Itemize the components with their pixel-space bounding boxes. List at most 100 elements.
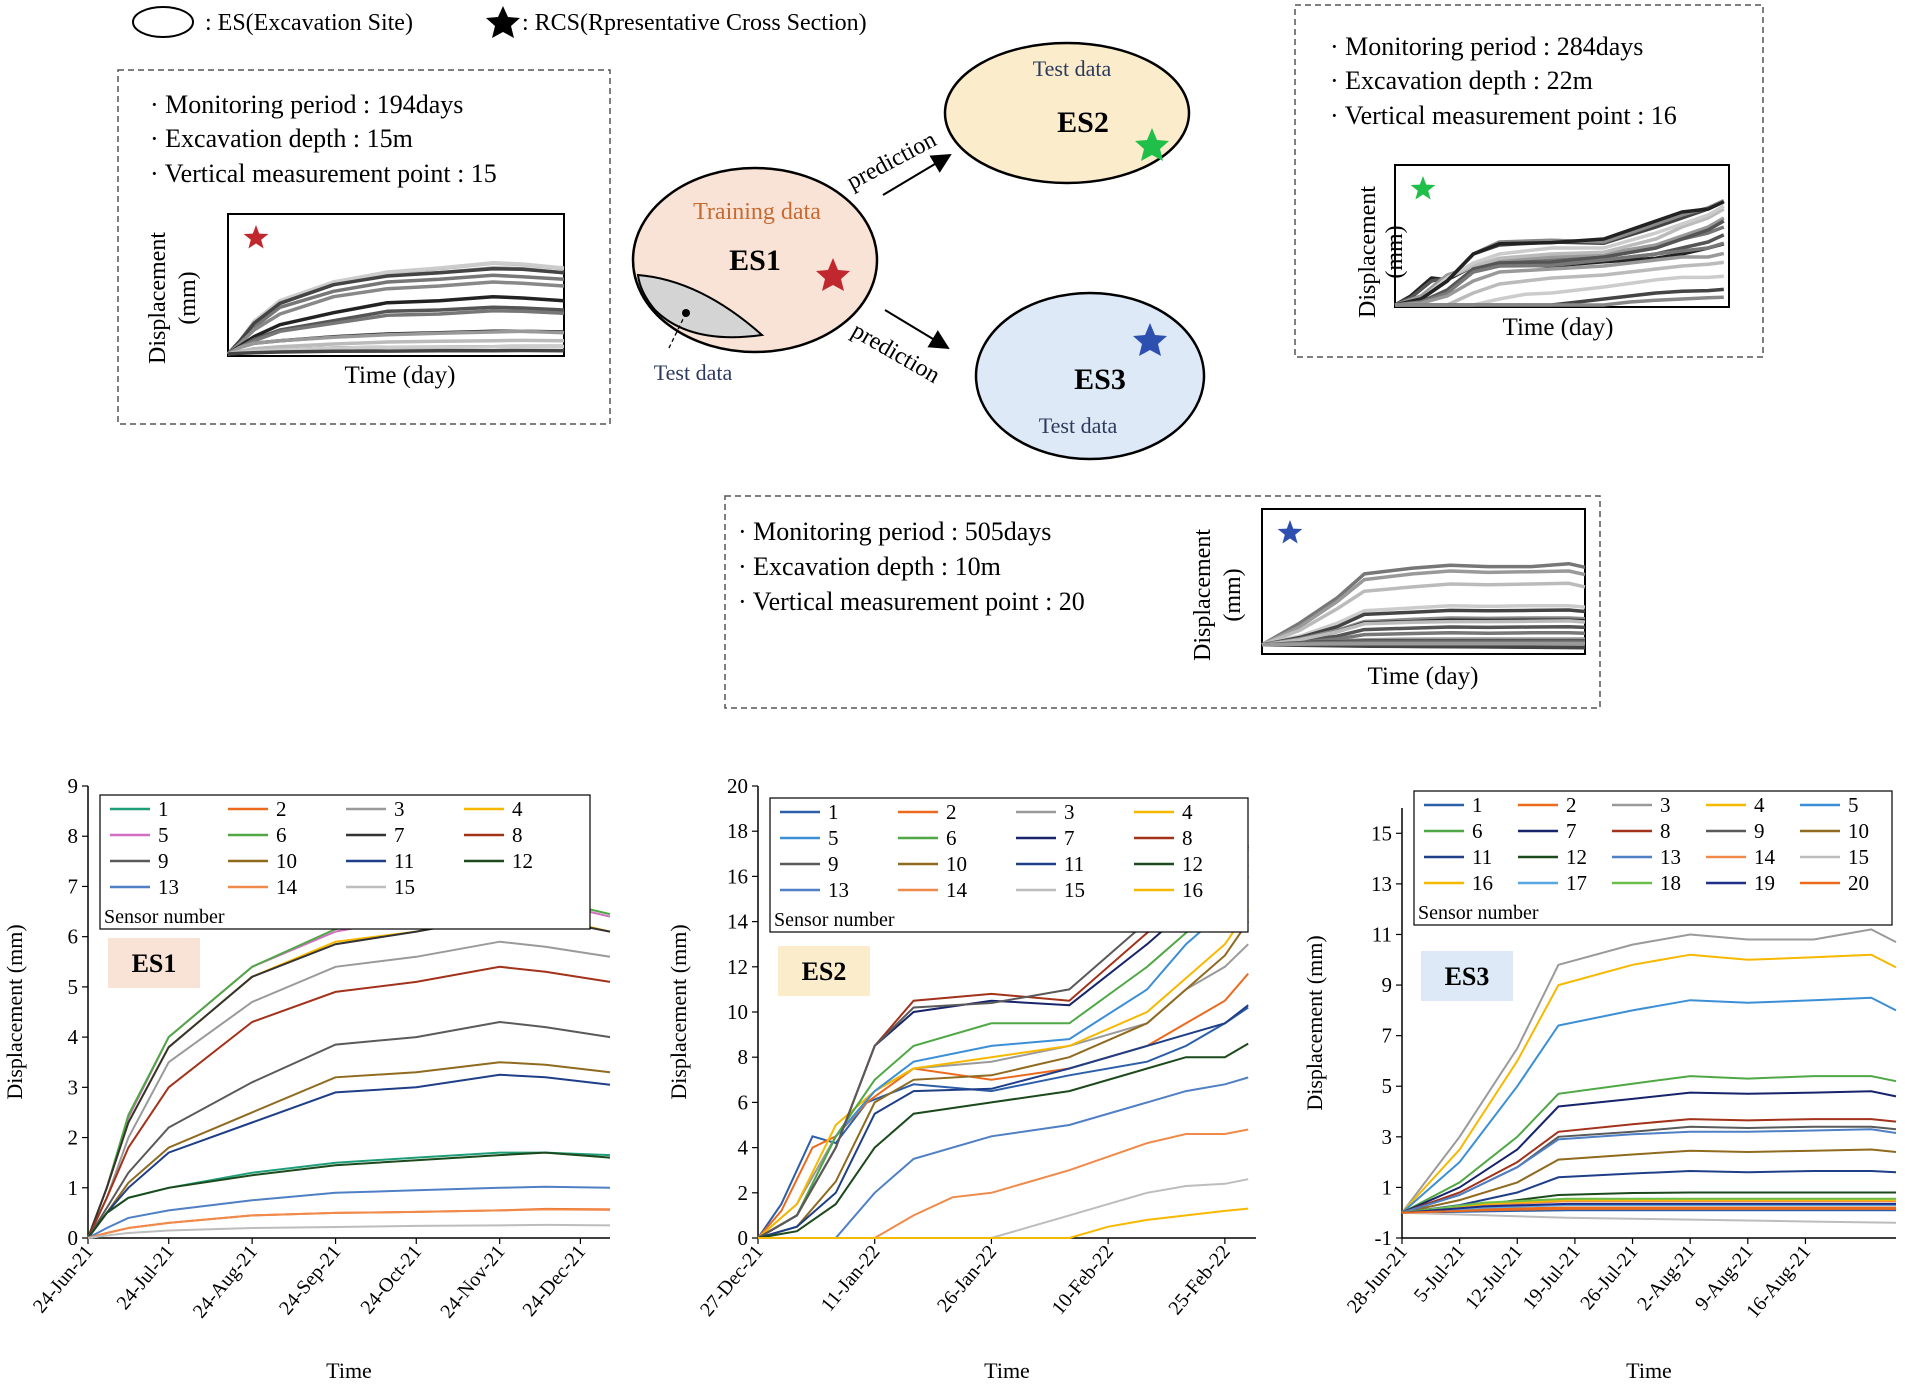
x-axis-label: Time bbox=[984, 1358, 1030, 1383]
top-legend: : ES(Excavation Site) : RCS(Rpresentativ… bbox=[132, 6, 867, 38]
series-line-12 bbox=[757, 1042, 1249, 1239]
y-tick-label: 2 bbox=[738, 1181, 749, 1205]
mini-series-line bbox=[1394, 251, 1725, 307]
legend-entry-label: 9 bbox=[158, 849, 169, 873]
legend-entry-label: 5 bbox=[828, 826, 839, 850]
es2-data-label: Test data bbox=[1033, 56, 1112, 81]
series-line-13 bbox=[1401, 1128, 1897, 1214]
es1-data-label: Training data bbox=[693, 199, 821, 225]
arrow-to-es2 bbox=[882, 153, 952, 196]
mini-series-line bbox=[1261, 581, 1586, 647]
y-tick-label: 0 bbox=[68, 1226, 79, 1250]
mini-x-axis-label: Time (day) bbox=[1503, 314, 1614, 341]
mini-x-axis-label: Time (day) bbox=[345, 362, 456, 389]
site-tag-box bbox=[108, 938, 200, 988]
series-line-10 bbox=[87, 1061, 611, 1239]
legend-box bbox=[99, 794, 591, 930]
series-line-19 bbox=[1401, 1202, 1896, 1214]
y-tick-label: 12 bbox=[727, 955, 748, 979]
legend-entry-label: 4 bbox=[512, 797, 523, 821]
es2-name: ES2 bbox=[1057, 106, 1109, 139]
legend-title: Sensor number bbox=[104, 906, 225, 928]
x-tick-label: 10-Feb-22 bbox=[1048, 1241, 1118, 1319]
series-line-4 bbox=[1401, 953, 1897, 1214]
mini-star-icon bbox=[1410, 176, 1436, 200]
series-line-11 bbox=[87, 1073, 611, 1239]
legend-entry-label: 5 bbox=[1848, 793, 1859, 817]
legend-entry-label: 6 bbox=[1472, 819, 1483, 843]
es1-info-box: · Monitoring period : 194days · Excavati… bbox=[117, 69, 611, 425]
legend-entry-label: 16 bbox=[1472, 871, 1493, 895]
series-line-13 bbox=[87, 1185, 611, 1239]
y-tick-label: 1 bbox=[68, 1176, 79, 1200]
series-line-6 bbox=[1401, 1075, 1897, 1214]
mini-series-line bbox=[1261, 624, 1586, 647]
legend-entry-label: 14 bbox=[1754, 845, 1776, 869]
x-tick-label: 24-Aug-21 bbox=[189, 1241, 262, 1322]
series-line-12 bbox=[87, 1151, 611, 1239]
legend-entry-label: 16 bbox=[1182, 878, 1203, 902]
site-tag-label: ES3 bbox=[1445, 962, 1490, 991]
site-tag-label: ES2 bbox=[802, 957, 847, 986]
y-tick-label: 8 bbox=[738, 1045, 749, 1069]
y-tick-label: -1 bbox=[1375, 1226, 1393, 1250]
series-line-14 bbox=[758, 1128, 1249, 1239]
y-tick-label: 4 bbox=[68, 1025, 79, 1049]
y-tick-label: 0 bbox=[738, 1226, 749, 1250]
x-tick-label: 25-Feb-22 bbox=[1164, 1241, 1234, 1319]
mini-series-line bbox=[227, 329, 565, 356]
es1-test-label: Test data bbox=[654, 360, 733, 385]
mini-series-line bbox=[1394, 200, 1725, 307]
x-tick-label: 19-Jul-21 bbox=[1519, 1241, 1585, 1314]
x-tick-label: 26-Jul-21 bbox=[1576, 1241, 1642, 1314]
legend-entry-label: 15 bbox=[1848, 845, 1869, 869]
legend-entry-label: 1 bbox=[158, 797, 169, 821]
es1-name: ES1 bbox=[729, 244, 781, 277]
series-line-9 bbox=[87, 1020, 611, 1239]
es1-mini-chart: Displacement (mm) Time (day) bbox=[145, 213, 565, 389]
es3-name: ES3 bbox=[1074, 363, 1126, 396]
series-line-15 bbox=[1401, 1211, 1897, 1224]
y-tick-label: 15 bbox=[1371, 821, 1392, 845]
series-line-3 bbox=[87, 940, 611, 1239]
es-symbol-icon bbox=[132, 6, 194, 38]
mini-series-line bbox=[1394, 219, 1725, 307]
legend-entry-label: 11 bbox=[1472, 845, 1492, 869]
x-tick-label: 28-Jun-21 bbox=[1343, 1241, 1412, 1317]
mini-series-line bbox=[227, 348, 565, 356]
series-line-14 bbox=[87, 1208, 611, 1239]
y-tick-label: 5 bbox=[68, 975, 79, 999]
y-axis-label: Displacement (mm) bbox=[1302, 935, 1327, 1110]
y-tick-label: 2 bbox=[68, 1126, 79, 1150]
x-tick-label: 24-Jul-21 bbox=[112, 1241, 178, 1314]
legend-entry-label: 13 bbox=[158, 875, 179, 899]
y-tick-label: 5 bbox=[1382, 1074, 1393, 1098]
mini-series-line bbox=[1261, 608, 1586, 647]
es3-data-label: Test data bbox=[1039, 413, 1118, 438]
x-tick-label: 27-Dec-21 bbox=[696, 1241, 768, 1321]
x-axis-label: Time bbox=[326, 1358, 372, 1383]
legend-entry-label: 9 bbox=[1754, 819, 1765, 843]
legend-entry-label: 14 bbox=[946, 878, 968, 902]
legend-entry-label: 13 bbox=[1660, 845, 1681, 869]
legend-entry-label: 7 bbox=[1566, 819, 1577, 843]
series-line-10 bbox=[1401, 1148, 1897, 1214]
series-line-13 bbox=[758, 1076, 1249, 1239]
mini-series-line bbox=[227, 338, 565, 356]
es3-info-box: · Monitoring period : 505days · Excavati… bbox=[724, 495, 1601, 709]
y-tick-label: 20 bbox=[727, 774, 748, 798]
legend-entry-label: 7 bbox=[1064, 826, 1075, 850]
x-tick-label: 24-Dec-21 bbox=[518, 1241, 590, 1321]
y-tick-label: 7 bbox=[1382, 1024, 1393, 1048]
y-tick-label: 3 bbox=[68, 1075, 79, 1099]
mini-y-axis-label: Displacement bbox=[1355, 186, 1381, 318]
legend-entry-label: 2 bbox=[946, 800, 957, 824]
legend-entry-label: 18 bbox=[1660, 871, 1681, 895]
es2-star-icon bbox=[1135, 128, 1169, 161]
legend-entry-label: 15 bbox=[1064, 878, 1085, 902]
legend-entry-label: 7 bbox=[394, 823, 405, 847]
x-tick-label: 2-Aug-21 bbox=[1633, 1241, 1700, 1315]
y-tick-label: 11 bbox=[1372, 922, 1392, 946]
arrow-to-es3 bbox=[884, 309, 950, 350]
